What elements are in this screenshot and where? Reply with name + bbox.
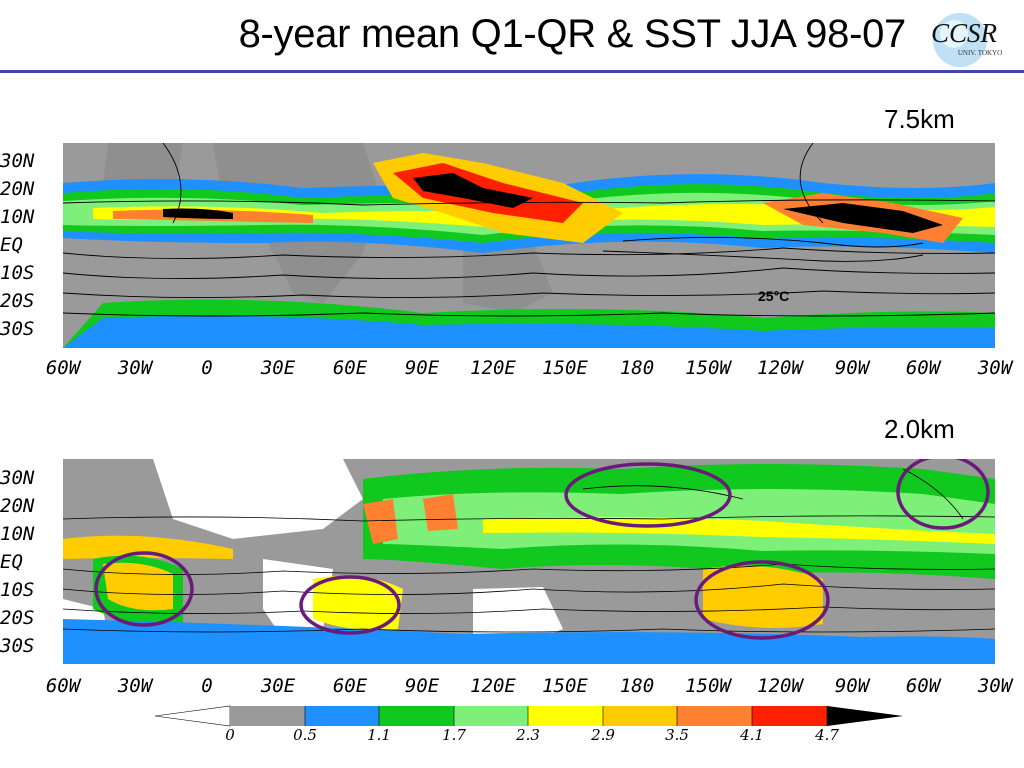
lon-tick: 90E: [404, 675, 440, 697]
colorbar-segment: [752, 706, 827, 726]
highlight-ellipse: [564, 462, 732, 528]
lat-tick-30n: 30N: [0, 467, 35, 489]
colorbar-tick: 3.5: [665, 726, 689, 744]
panel-1-level-label: 7.5km: [884, 104, 955, 134]
lon-tick: 30W: [977, 357, 1013, 379]
colorbar-segment: [379, 706, 454, 726]
lat-tick-10s: 10S: [0, 579, 35, 601]
colorbar-tick: 1.7: [442, 726, 466, 744]
lat-tick-20n: 20N: [0, 178, 35, 200]
lon-tick: 90W: [834, 675, 870, 697]
lon-tick: 0: [201, 357, 213, 379]
slide-title: 8-year mean Q1-QR & SST JJA 98-07: [238, 12, 907, 56]
lon-tick: 60E: [332, 675, 368, 697]
colorbar-min-arrow: [154, 705, 231, 727]
colorbar-max-arrow: [827, 706, 903, 726]
lat-tick-10n: 10N: [0, 523, 35, 545]
colorbar-segment: [677, 706, 752, 726]
heating-map-2_0km: [63, 459, 995, 664]
colorbar-segment: [305, 706, 379, 726]
lon-tick: 30E: [260, 675, 296, 697]
lon-tick: 0: [201, 675, 213, 697]
colorbar-tick: 2.9: [591, 726, 615, 744]
lon-tick: 120W: [757, 357, 803, 379]
panel-1-lon-axis: 60W 30W 0 30E 60E 90E 120E 150E 180 150W…: [0, 357, 1024, 381]
lat-tick-10n: 10N: [0, 206, 35, 228]
lon-tick: 60W: [45, 357, 81, 379]
lat-tick-20s: 20S: [0, 290, 35, 312]
lat-tick-eq: EQ: [0, 234, 23, 256]
highlight-ellipse: [299, 575, 401, 635]
lon-tick: 60W: [45, 675, 81, 697]
lon-tick: 150E: [542, 675, 588, 697]
lon-tick: 120W: [757, 675, 803, 697]
highlight-ellipse: [94, 551, 194, 627]
lat-tick-20s: 20S: [0, 607, 35, 629]
lon-tick: 30W: [117, 357, 153, 379]
colorbar-tick: 1.1: [367, 726, 391, 744]
highlight-ellipse: [694, 560, 830, 640]
lon-tick: 30W: [117, 675, 153, 697]
colorbar-segment: [603, 706, 677, 726]
panel-2-lon-axis: 60W 30W 0 30E 60E 90E 120E 150E 180 150W…: [0, 675, 1024, 699]
colorbar-tick: 2.3: [516, 726, 540, 744]
lon-tick: 150E: [542, 357, 588, 379]
lon-tick: 180: [619, 357, 655, 379]
colorbar: [154, 705, 903, 727]
logo-sub-text: UNIV. TOKYO: [958, 49, 1002, 57]
lat-tick-10s: 10S: [0, 262, 35, 284]
colorbar-tick: 0.5: [293, 726, 317, 744]
lon-tick: 30E: [260, 357, 296, 379]
lon-tick: 60W: [905, 357, 941, 379]
ccsr-logo: CCSR UNIV. TOKYO: [910, 8, 1020, 70]
panel-2-level-label: 2.0km: [884, 414, 955, 444]
lat-tick-20n: 20N: [0, 495, 35, 517]
lon-tick: 30W: [977, 675, 1013, 697]
panel-1-contour-annotation: 25°C: [758, 288, 790, 304]
ccsr-logo-graphic: CCSR UNIV. TOKYO: [931, 13, 1002, 67]
lon-tick: 60E: [332, 357, 368, 379]
title-divider: [0, 70, 1024, 73]
highlight-ellipse: [896, 459, 990, 530]
lat-tick-30s: 30S: [0, 318, 35, 340]
lon-tick: 60W: [905, 675, 941, 697]
lon-tick: 150W: [685, 357, 731, 379]
logo-main-text: CCSR: [931, 18, 998, 48]
lon-tick: 180: [619, 675, 655, 697]
lon-tick: 120E: [470, 357, 516, 379]
lon-tick: 150W: [685, 675, 731, 697]
colorbar-tick: 0: [225, 726, 235, 744]
colorbar-tick: 4.7: [815, 726, 839, 744]
lat-tick-30s: 30S: [0, 635, 35, 657]
colorbar-segment: [454, 706, 528, 726]
lon-tick: 90E: [404, 357, 440, 379]
lat-tick-30n: 30N: [0, 150, 35, 172]
colorbar-segment: [528, 706, 603, 726]
colorbar-segment: [230, 706, 305, 726]
map-panel-7_5km: [63, 143, 995, 348]
colorbar-tick: 4.1: [740, 726, 764, 744]
lon-tick: 120E: [470, 675, 516, 697]
lat-tick-eq: EQ: [0, 551, 23, 573]
heating-map-7_5km: [63, 143, 995, 348]
map-panel-2_0km: [63, 459, 995, 664]
lon-tick: 90W: [834, 357, 870, 379]
